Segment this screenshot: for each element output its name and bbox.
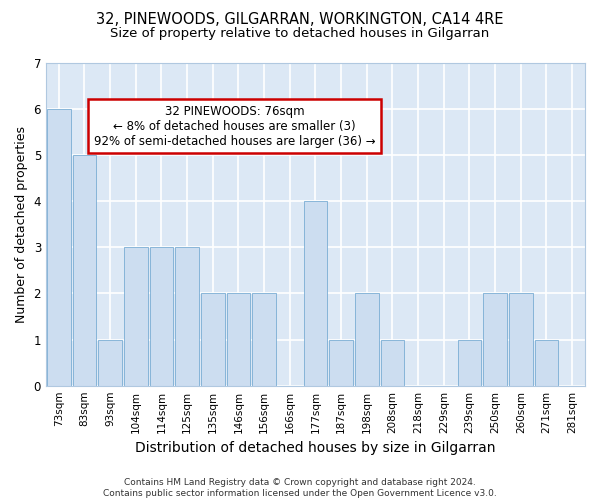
Bar [509,294,533,386]
Bar [201,294,224,386]
Text: 32 PINEWOODS: 76sqm
← 8% of detached houses are smaller (3)
92% of semi-detached: 32 PINEWOODS: 76sqm ← 8% of detached hou… [94,104,376,148]
Bar [304,201,327,386]
Bar [535,340,559,386]
Bar [124,247,148,386]
Bar [149,247,173,386]
Bar [484,294,507,386]
Y-axis label: Number of detached properties: Number of detached properties [15,126,28,322]
Bar [355,294,379,386]
Bar [253,294,276,386]
Text: 32, PINEWOODS, GILGARRAN, WORKINGTON, CA14 4RE: 32, PINEWOODS, GILGARRAN, WORKINGTON, CA… [96,12,504,28]
Bar [73,155,96,386]
Bar [175,247,199,386]
Bar [98,340,122,386]
Bar [380,340,404,386]
Text: Size of property relative to detached houses in Gilgarran: Size of property relative to detached ho… [110,28,490,40]
X-axis label: Distribution of detached houses by size in Gilgarran: Distribution of detached houses by size … [135,441,496,455]
Bar [458,340,481,386]
Bar [227,294,250,386]
Text: Contains HM Land Registry data © Crown copyright and database right 2024.
Contai: Contains HM Land Registry data © Crown c… [103,478,497,498]
Bar [47,108,71,386]
Bar [329,340,353,386]
